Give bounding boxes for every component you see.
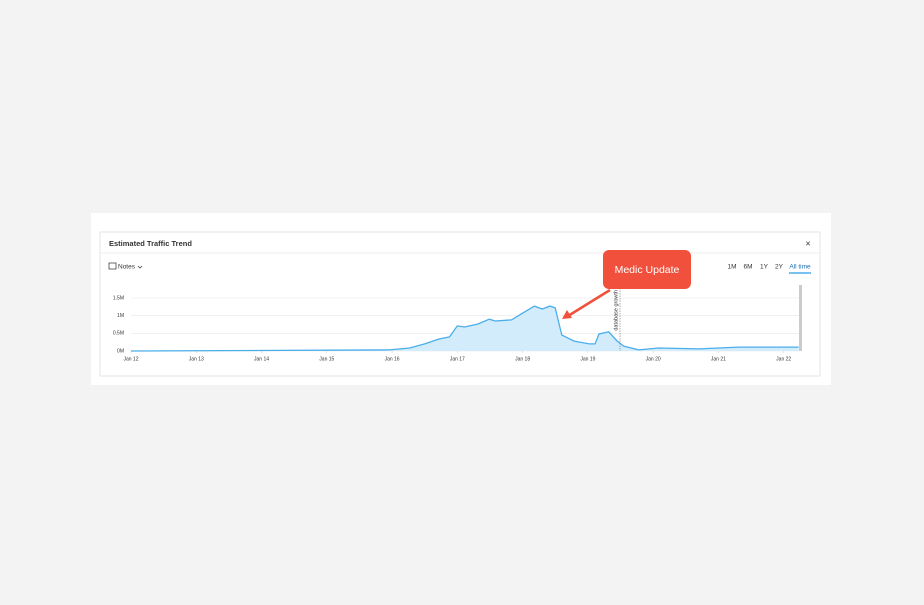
- callout-box: [603, 250, 691, 289]
- annotation-text: database growth: [613, 290, 619, 331]
- x-tick-label: Jan 22: [776, 356, 791, 362]
- scroll-handle[interactable]: [799, 285, 802, 351]
- callout-arrowhead: [562, 310, 572, 319]
- x-tick-label: Jan 12: [123, 356, 138, 362]
- area-line: [130, 305, 799, 352]
- y-tick-label: 0M: [117, 348, 124, 354]
- area-fill: [131, 306, 799, 351]
- x-tick-label: Jan 16: [385, 356, 400, 362]
- range-button[interactable]: 6M: [743, 264, 752, 271]
- range-button[interactable]: 2Y: [775, 264, 784, 271]
- close-button[interactable]: ×: [805, 238, 810, 248]
- x-tick-label: Jan 14: [254, 356, 269, 362]
- callout-text: Medic Update: [615, 264, 680, 276]
- range-button[interactable]: All time: [789, 264, 811, 271]
- y-tick-label: 0.5M: [113, 331, 124, 337]
- x-tick-label: Jan 19: [580, 356, 595, 362]
- panel-title: Estimated Traffic Trend: [109, 239, 192, 248]
- y-tick-label: 1M: [117, 313, 124, 319]
- x-tick-label: Jan 21: [711, 356, 726, 362]
- x-tick-label: Jan 15: [319, 356, 334, 362]
- x-tick-label: Jan 13: [189, 356, 204, 362]
- callout-arrow: [567, 288, 611, 318]
- notes-chevron: [137, 265, 143, 269]
- notes-icon: [108, 262, 117, 270]
- panel: [99, 231, 821, 377]
- y-tick-label: 1.5M: [113, 295, 124, 301]
- x-tick-label: Jan 18: [515, 356, 530, 362]
- range-button[interactable]: 1Y: [760, 264, 769, 271]
- x-tick-label: Jan 17: [450, 356, 465, 362]
- range-button[interactable]: 1M: [727, 264, 736, 271]
- x-tick-label: Jan 20: [646, 356, 661, 362]
- notes-button[interactable]: Notes: [118, 264, 136, 271]
